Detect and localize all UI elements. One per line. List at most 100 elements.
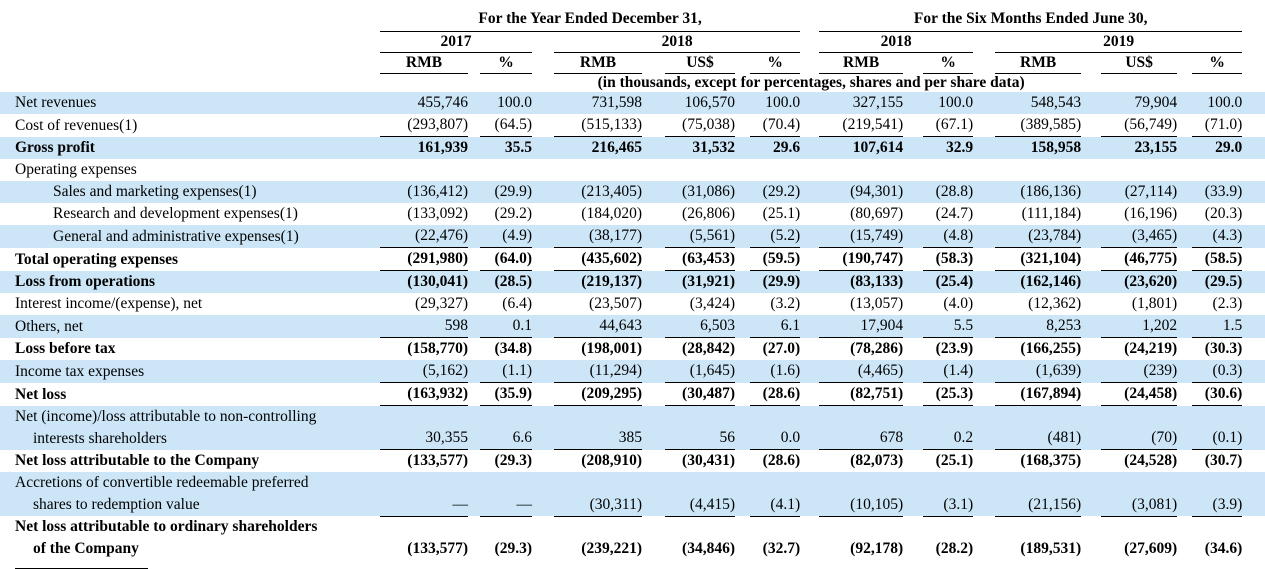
column-gap [1177,270,1193,293]
column-gap [468,225,480,248]
column-gap [1177,315,1193,338]
table-row: General and administrative expenses(1) (2… [0,225,1265,248]
column-gap [1081,181,1102,203]
header-spacer [642,53,665,74]
table-row: Sales and marketing expenses(1) (136,412)… [0,181,1265,203]
header-group-six-months: For the Six Months Ended June 30, [819,6,1243,32]
cell-value: (198,001) [581,340,642,357]
column-gap [1242,114,1265,137]
column-gap [735,136,750,159]
column-gap [903,159,923,181]
cell-value: (15,749) [819,225,904,248]
column-gap [735,293,750,315]
column-gap [1081,450,1101,473]
header-spacer [800,6,819,32]
cell-value: (30,487) [665,382,735,406]
column-gap [973,203,995,225]
column-gap [1081,114,1101,137]
column-gap [1177,293,1192,315]
column-gap [532,383,554,406]
cell-value: (208,910) [581,452,642,469]
cell-value [1101,159,1177,181]
header-col-rmb: RMB [819,52,904,74]
cell-value: (213,405) [554,181,642,203]
cell-value: 100.0 [1192,92,1243,114]
column-gap [468,159,480,181]
column-gap [468,181,480,203]
row-label: Total operating expenses [15,250,179,268]
cell-value: (30.7) [1204,452,1243,469]
column-gap [1242,270,1265,293]
cell-value: (92,178) [850,540,904,557]
row-label: Net revenues [0,92,380,114]
cell-value: (10,105) [819,472,904,517]
column-gap [642,114,665,137]
row-label: Cost of revenues(1) [15,116,138,134]
column-gap [468,203,480,225]
cell-value: 1,202 [1101,315,1178,338]
cell-value: (4.0) [943,295,974,312]
cell-value [554,159,642,181]
cell-value: (30.3) [1204,340,1243,357]
cell-value: 23,155 [1101,136,1178,159]
column-gap [800,136,820,159]
column-gap [973,92,996,114]
cell-value: (30,431) [682,452,735,469]
header-spacer [1242,53,1265,74]
column-gap [1242,203,1265,225]
column-gap [1242,472,1265,516]
column-gap [800,225,820,248]
cell-value: (25.3) [923,382,974,406]
cell-value: (24,528) [1124,452,1178,469]
column-gap [800,293,819,315]
column-gap [1081,92,1102,114]
header-spacer [1242,6,1265,32]
column-gap [532,360,554,383]
header-spacer [1081,53,1101,74]
row-label: Loss before tax [15,340,116,357]
cell-value: (28,842) [682,340,735,357]
cell-value: (13,057) [850,295,904,312]
column-gap [973,181,996,203]
cell-value: (29.9) [750,270,801,293]
cell-value: (133,092) [407,205,468,222]
column-gap [735,114,750,137]
cell-value: (23,784) [995,225,1082,248]
cell-value: 29.0 [1192,136,1243,159]
column-gap [903,360,924,383]
row-label: General and administrative expenses(1) [0,225,380,248]
row-label: Net loss [15,385,67,403]
column-gap [532,203,554,225]
column-gap [973,293,995,315]
cell-value: (28.2) [935,540,974,557]
column-gap [973,383,995,406]
column-gap [1177,181,1193,203]
table-row: Net loss attributable to ordinary shareh… [0,516,1265,560]
cell-value: (186,136) [995,181,1082,203]
column-gap [468,315,480,338]
column-gap [642,405,665,450]
cell-value: (209,295) [554,382,642,406]
cell-value: (29.2) [494,205,532,222]
cell-value: (28.6) [762,452,801,469]
cell-value: 0.2 [923,405,974,450]
column-gap [903,114,923,137]
column-gap [903,248,923,271]
column-gap [1177,338,1192,361]
cell-value: 5.5 [923,315,974,338]
column-gap [800,92,820,114]
cell-value: — [480,472,532,517]
table-row: Operating expenses [0,159,1265,181]
column-gap [642,383,665,406]
cell-value: (130,041) [380,270,468,293]
header-spacer [0,74,380,93]
units-note-row: (in thousands, except for percentages, s… [0,74,1265,93]
column-gap [642,293,665,315]
column-gap [1177,248,1192,271]
column-gap [1242,405,1265,450]
cell-value: (34,846) [682,540,735,557]
cell-value: (4,465) [819,360,904,383]
table-row: Net (income)/loss attributable to non-co… [0,405,1265,450]
column-gap [735,159,750,181]
cell-value [380,159,468,181]
